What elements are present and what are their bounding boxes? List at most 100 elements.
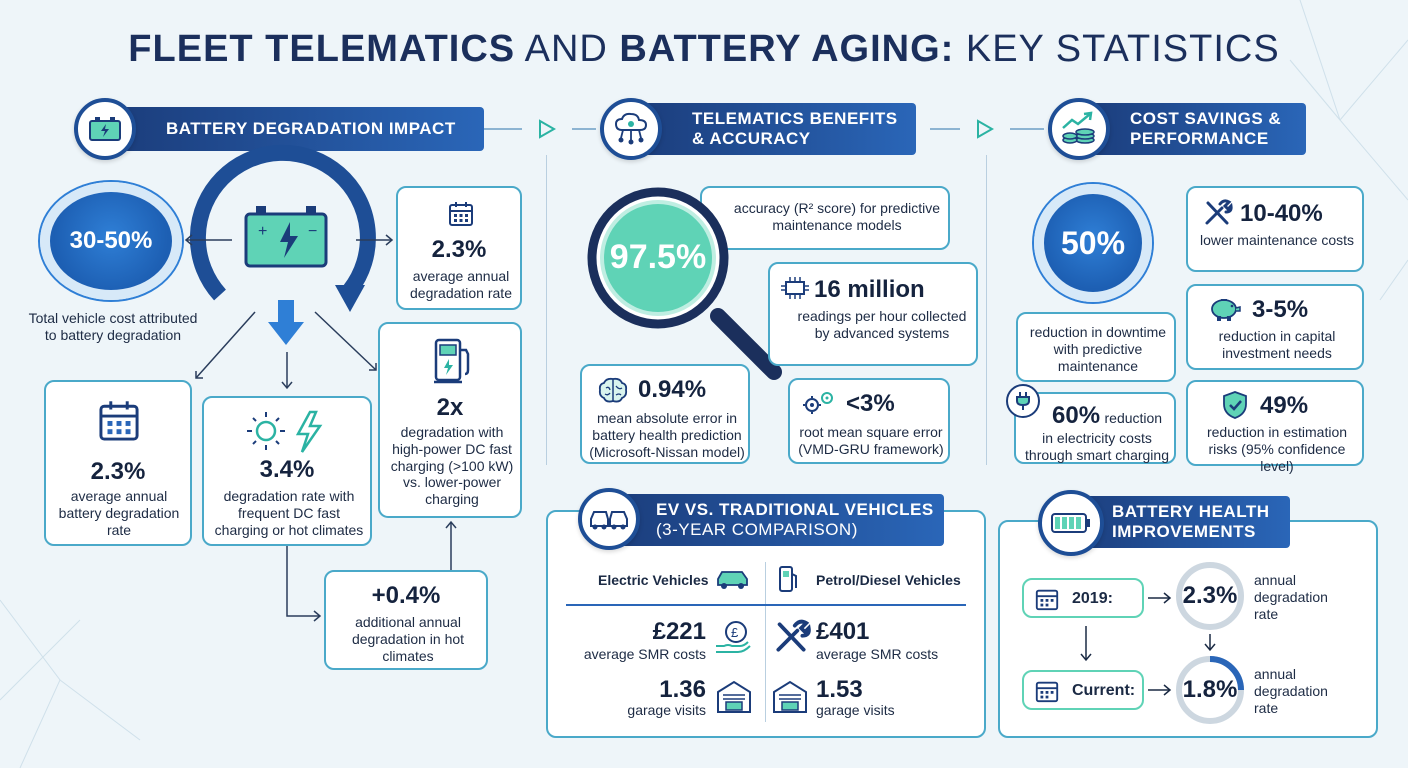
battery-degradation-label: average annual battery degradation rate [58,488,180,538]
year-current-chip: Current: [1022,670,1144,710]
fuel-pump-icon [779,566,797,592]
svg-text:−: − [308,223,317,240]
calendar-icon [1035,681,1059,703]
annual-degradation-box: 2.3% average annual degradation rate [396,186,522,310]
vehicle-cost-value: 30-50% [69,227,153,254]
cost-header-line2: PERFORMANCE [1130,129,1269,148]
rate-2019-value: 2.3% [1182,582,1238,609]
garage-icon [773,680,807,713]
electricity-inline-label: reduction [1104,410,1163,426]
fast-charging-box: 3.4% degradation rate with frequent DC f… [202,396,372,546]
rate-current-value: 1.8% [1182,676,1238,703]
pound-hand-icon: £ [716,621,751,653]
degradation-header-text: BATTERY DEGRADATION IMPACT [166,119,456,139]
annual-degradation-label: average annual degradation rate [410,268,512,301]
hot-climate-value: +0.4% [371,582,441,609]
rmse-box: <3% root mean square error (VMD-GRU fram… [788,378,950,464]
ice-visits-value: 1.53 [816,676,863,703]
degradation-connectors [184,234,457,622]
rate-current-label: annual degradation rate [1254,666,1328,716]
downtime-value: 50% [1060,224,1126,261]
circuit-icon [781,277,809,299]
cars-icon [578,488,640,550]
mae-value: 0.94% [638,376,707,403]
piggy-bank-icon [1211,299,1241,321]
charger-icon [434,338,470,384]
battery-degradation-box: 2.3% average annual battery degradation … [44,380,192,546]
accuracy-box: accuracy (R² score) for predictive maint… [700,186,950,250]
capital-box: 3-5% reduction in capital investment nee… [1186,284,1364,370]
ev-compare-header-line1: EV VS. TRADITIONAL VEHICLES [656,500,934,520]
shield-check-icon [1223,391,1247,419]
electricity-value: 60% [1052,402,1101,429]
ev-smr-label: average SMR costs [583,646,706,662]
mae-box: 0.94% mean absolute error in battery hea… [580,364,750,464]
title-part-2: AND [524,28,608,70]
year-2019-chip: 2019: [1022,578,1144,618]
ice-column-header: Petrol/Diesel Vehicles [816,572,961,588]
telematics-header-line1: TELEMATICS BENEFITS [692,109,898,129]
dc-charging-label: degradation with high-power DC fast char… [390,424,514,508]
hot-climate-box: +0.4% additional annual degradation in h… [324,570,488,670]
tools-icon [776,619,811,652]
ice-smr-label: average SMR costs [816,646,939,662]
title-part-4: KEY STATISTICS [965,28,1280,70]
electricity-box: 60% reduction in electricity costs throu… [1014,392,1176,464]
capital-label: reduction in capital investment needs [1218,328,1336,361]
battery-degradation-value: 2.3% [90,458,146,485]
sun-bolt-icon [247,410,323,453]
divider-left [546,155,547,465]
dc-charging-value: 2x [436,394,464,421]
rate-2019-label: annual degradation rate [1254,572,1328,622]
vehicle-cost-circle: 30-50% [40,182,182,300]
degradation-header: BATTERY DEGRADATION IMPACT [104,107,484,151]
ice-visits-label: garage visits [816,702,895,718]
ev-visits-value: 1.36 [659,676,706,703]
title-part-1: FLEET TELEMATICS [128,28,516,70]
ev-smr-value: £221 [652,618,706,645]
estimation-box: 49% reduction in estimation risks (95% c… [1186,380,1364,474]
svg-text:£: £ [731,625,739,640]
battery-cycle-graphic: + − [189,144,376,345]
title-part-3: BATTERY AGING: [619,28,955,70]
calendar-icon [1035,589,1059,611]
ev-car-icon [717,571,748,589]
annual-degradation-value: 2.3% [431,236,487,263]
readings-box: 16 million readings per hour collected b… [768,262,978,366]
growth-coins-icon [1048,98,1110,160]
ev-visits-label: garage visits [627,702,706,718]
accuracy-label: accuracy (R² score) for predictive maint… [733,200,941,233]
rmse-label: root mean square error (VMD-GRU framewor… [798,424,944,457]
arrow-down-icon [1080,626,1092,662]
battery-icon [74,98,136,160]
page-title: FLEET TELEMATICS AND BATTERY AGING: KEY … [0,28,1408,71]
fast-charging-label: degradation rate with frequent DC fast c… [214,488,364,538]
cost-header-line1: COST SAVINGS & [1130,109,1282,129]
readings-label: readings per hour collected by advanced … [797,308,967,341]
ev-compare-header-line2: (3-YEAR COMPARISON) [656,520,858,539]
cost-header: COST SAVINGS & PERFORMANCE [1082,103,1306,155]
maintenance-label: lower maintenance costs [1199,232,1355,248]
arrow-right-icon [1148,592,1172,604]
arrow-right-icon [1148,684,1172,696]
maintenance-value: 10-40% [1240,200,1323,227]
arrow-down-icon [1204,634,1216,652]
compare-header-rule [566,604,966,606]
health-header-line1: BATTERY HEALTH [1112,502,1270,522]
hot-climate-label: additional annual degradation in hot cli… [351,614,465,664]
ice-smr-value: £401 [816,618,870,645]
magnifier-graphic [587,187,782,380]
electricity-label: in electricity costs through smart charg… [1025,430,1169,463]
rate-2019-ring [1176,562,1244,630]
battery-level-icon [1038,490,1104,556]
maintenance-box: 10-40% lower maintenance costs [1186,186,1364,272]
capital-value: 3-5% [1252,296,1309,323]
garage-icon [717,680,751,713]
year-current-label: Current: [1072,682,1136,699]
gears-icon [803,392,833,414]
divider-right [986,155,987,465]
calendar-icon [449,202,473,226]
brain-icon [598,377,628,403]
estimation-value: 49% [1260,392,1309,419]
